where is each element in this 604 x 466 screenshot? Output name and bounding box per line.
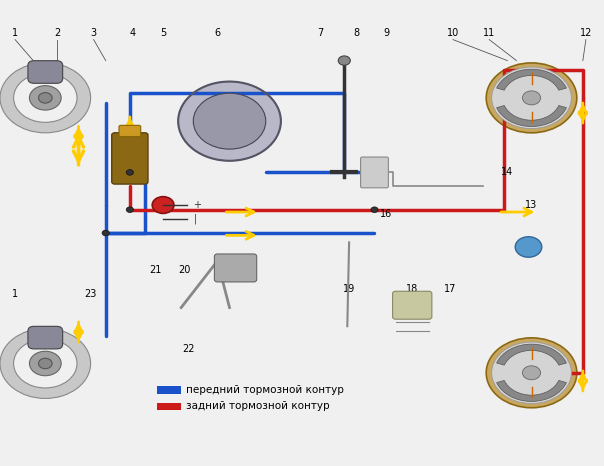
Text: 3: 3 (91, 27, 97, 38)
Text: 18: 18 (406, 284, 419, 294)
Text: 22: 22 (182, 344, 194, 355)
Text: 6: 6 (214, 27, 220, 38)
Bar (157, 403, 181, 410)
Text: 23: 23 (85, 288, 97, 299)
Text: 17: 17 (444, 284, 456, 294)
Circle shape (522, 91, 541, 105)
Text: 2: 2 (54, 27, 60, 38)
Circle shape (30, 351, 61, 376)
Text: задний тормозной контур: задний тормозной контур (186, 401, 330, 411)
Circle shape (492, 67, 571, 129)
Text: +: + (193, 200, 201, 210)
Text: 14: 14 (501, 167, 513, 178)
Circle shape (486, 338, 577, 408)
FancyBboxPatch shape (361, 157, 388, 188)
Text: 13: 13 (525, 200, 538, 210)
Circle shape (126, 207, 133, 212)
Circle shape (371, 207, 378, 212)
Wedge shape (496, 344, 567, 365)
Text: 4: 4 (130, 27, 136, 38)
Bar (157, 386, 181, 394)
FancyBboxPatch shape (393, 291, 432, 319)
FancyBboxPatch shape (214, 254, 257, 282)
Circle shape (152, 197, 174, 213)
Wedge shape (496, 69, 567, 90)
FancyBboxPatch shape (28, 61, 63, 83)
FancyBboxPatch shape (119, 125, 141, 137)
Text: 12: 12 (580, 27, 592, 38)
Circle shape (515, 237, 542, 257)
Circle shape (126, 170, 133, 175)
FancyBboxPatch shape (112, 133, 148, 184)
Circle shape (193, 93, 266, 149)
Text: 20: 20 (178, 265, 190, 275)
Circle shape (30, 86, 61, 110)
Wedge shape (496, 105, 567, 126)
Circle shape (102, 230, 109, 236)
Text: 19: 19 (343, 284, 355, 294)
Circle shape (39, 93, 52, 103)
Text: 5: 5 (160, 27, 166, 38)
FancyBboxPatch shape (28, 326, 63, 349)
Text: 10: 10 (447, 27, 459, 38)
Text: 15: 15 (522, 237, 535, 247)
Wedge shape (178, 82, 281, 161)
Wedge shape (0, 329, 91, 398)
Text: 8: 8 (353, 27, 359, 38)
Text: 1: 1 (12, 27, 18, 38)
Text: |: | (193, 214, 196, 224)
Text: 7: 7 (317, 27, 323, 38)
Wedge shape (496, 380, 567, 401)
Wedge shape (0, 63, 91, 133)
Text: 21: 21 (150, 265, 162, 275)
Text: 9: 9 (384, 27, 390, 38)
Text: передний тормозной контур: передний тормозной контур (186, 385, 344, 395)
Circle shape (522, 366, 541, 380)
Circle shape (492, 342, 571, 404)
Text: 16: 16 (381, 209, 393, 219)
Circle shape (39, 358, 52, 369)
Text: 1: 1 (12, 288, 18, 299)
Text: X: X (159, 200, 167, 210)
Text: 11: 11 (483, 27, 495, 38)
Circle shape (338, 56, 350, 65)
Circle shape (486, 63, 577, 133)
